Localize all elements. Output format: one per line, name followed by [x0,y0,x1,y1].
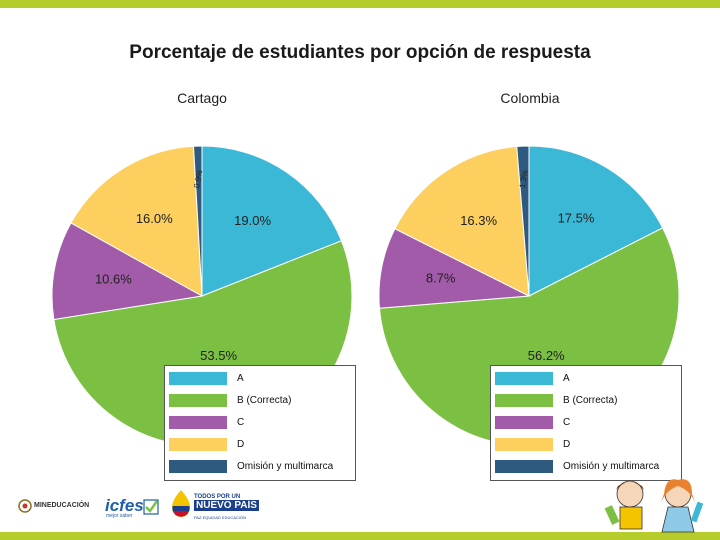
legend-label: B (Correcta) [237,395,292,406]
children-illustration [604,479,704,533]
pie-slice-a [201,145,343,297]
legend-item-a: A [495,372,675,386]
pie-slice-c [51,222,204,321]
pie-slice-a [528,145,664,297]
flag-drop-icon [172,490,190,517]
legend-label: Omisión y multimarca [563,461,660,472]
legend-swatch-d [495,438,553,451]
crest-icon [18,499,32,513]
legend-item-b: B (Correcta) [495,394,675,408]
checkmark-icon [143,499,159,515]
slice-label-c: 8.7% [426,270,456,285]
pais-line2: NUEVO PAÍS [194,500,259,511]
slice-label-b: 56.2% [528,348,565,363]
legend-cartago: A B (Correcta) C D Omisión y multimarca [164,365,356,481]
chart-title-colombia: Colombia [500,90,560,106]
slice-label-omision: 0.9% [192,169,204,189]
nuevo-pais-logo: TODOS POR UN NUEVO PAÍS PAZ EQUIDAD EDUC… [170,487,260,523]
slice-label-c: 10.6% [95,272,132,287]
slice-label-a: 19.0% [234,213,271,228]
legend-label: A [563,373,570,384]
pie-slice-d [394,145,530,297]
legend-swatch-omision [169,460,227,473]
mineducacion-text: MINEDUCACIÓN [34,502,90,509]
legend-item-a: A [169,372,349,386]
chart-title-cartago: Cartago [177,90,227,106]
legend-item-c: C [169,416,349,430]
legend-swatch-a [495,372,553,385]
slice-label-d: 16.3% [460,213,497,228]
legend-colombia: A B (Correcta) C D Omisión y multimarca [490,365,682,481]
icfes-subtext: mejor saber [106,513,133,519]
legend-label: D [563,439,571,450]
legend-label: D [237,439,245,450]
slide-title: Porcentaje de estudiantes por opción de … [129,42,591,63]
slice-label-d: 16.0% [136,211,173,226]
legend-label: C [563,417,571,428]
pie-slice-omision [192,145,203,297]
icfes-text: icfes [105,496,144,515]
pie-slice-omision [516,145,530,297]
top-accent-bar [0,0,720,8]
legend-swatch-b [169,394,227,407]
legend-swatch-a [169,372,227,385]
legend-swatch-d [169,438,227,451]
legend-item-omision: Omisión y multimarca [169,460,349,474]
legend-label: B (Correcta) [563,395,618,406]
pais-line3: PAZ EQUIDAD EDUCACIÓN [194,515,246,520]
mineducacion-logo: MINEDUCACIÓN [18,497,90,517]
legend-swatch-c [495,416,553,429]
pie-slice-c [378,228,531,309]
legend-swatch-b [495,394,553,407]
legend-label: Omisión y multimarca [237,461,334,472]
bottom-accent-bar [0,532,720,540]
slice-label-a: 17.5% [558,211,595,226]
legend-item-b: B (Correcta) [169,394,349,408]
icfes-logo: icfes mejor saber [103,496,161,520]
legend-item-omision: Omisión y multimarca [495,460,675,474]
legend-label: A [237,373,244,384]
legend-label: C [237,417,245,428]
pie-slice-d [70,145,203,297]
slice-label-omision: 1.3% [518,169,530,189]
legend-item-d: D [495,438,675,452]
legend-swatch-omision [495,460,553,473]
slice-label-b: 53.5% [200,348,237,363]
legend-swatch-c [169,416,227,429]
legend-item-c: C [495,416,675,430]
pais-line1: TODOS POR UN [194,494,241,500]
legend-item-d: D [169,438,349,452]
pie-cartago: 19.0% 53.5% 10.6% 16.0% 0.9% [51,145,353,447]
